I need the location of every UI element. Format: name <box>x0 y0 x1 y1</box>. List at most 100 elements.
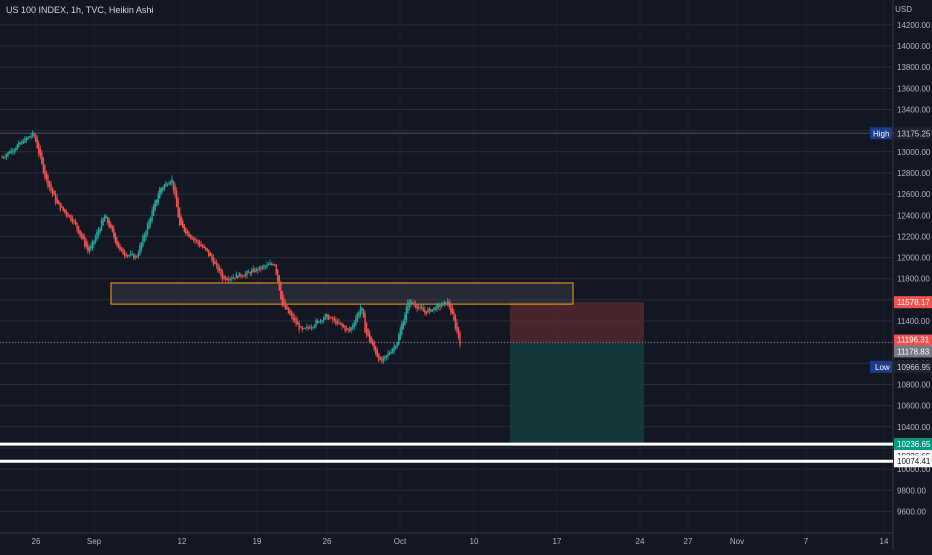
stop-price-tag: 11578.17 <box>897 298 930 307</box>
low-label-bg <box>870 360 892 373</box>
candle-body <box>15 148 17 151</box>
candle-body <box>434 308 437 311</box>
candle-body <box>87 244 89 251</box>
candle-body <box>80 232 83 239</box>
candle-body <box>128 255 130 257</box>
candle-body <box>182 220 184 228</box>
candle-body <box>108 220 110 228</box>
candle-body <box>19 142 22 145</box>
candle-body <box>353 322 356 327</box>
candle-body <box>123 251 126 256</box>
candle-body <box>267 264 270 266</box>
candle-body <box>417 307 420 309</box>
candle-body <box>391 348 394 353</box>
candle-body <box>110 223 112 228</box>
candle-body <box>1 157 3 159</box>
candle-body <box>31 131 34 137</box>
candle-body <box>362 309 365 318</box>
x-tick-label: 7 <box>804 537 809 546</box>
candle-body <box>241 275 244 277</box>
y-tick-label: 10400.00 <box>897 423 931 432</box>
candle-body <box>139 245 141 256</box>
candle-body <box>281 290 284 306</box>
candle-body <box>41 152 43 164</box>
candle-body <box>133 254 135 259</box>
candle-body <box>419 306 421 308</box>
candle-body <box>313 325 316 328</box>
candle-body <box>442 302 444 306</box>
candle-body <box>125 253 127 257</box>
candle-body <box>258 266 261 271</box>
candle-body <box>266 264 268 267</box>
candle-body <box>416 305 418 310</box>
candle-body <box>240 274 242 277</box>
candle-body <box>275 265 277 275</box>
candle-body <box>221 272 224 280</box>
target-tag-2-bg <box>894 455 932 468</box>
candle-body <box>172 180 175 191</box>
candle-body <box>243 275 245 277</box>
candle-body <box>114 232 117 243</box>
candle-body <box>97 229 100 236</box>
candle-body <box>260 268 262 270</box>
candle-body <box>356 313 359 322</box>
target-tag-1-bg <box>894 438 932 451</box>
candle-body <box>229 278 231 280</box>
candle-body <box>339 322 342 325</box>
candle-body <box>145 231 147 238</box>
candle-body <box>347 328 349 330</box>
candle-body <box>280 282 282 300</box>
y-tick-label: 14000.00 <box>897 42 931 51</box>
candle-body <box>36 138 38 149</box>
high-price-tag-bg <box>894 127 932 140</box>
y-tick-label: 13400.00 <box>897 105 931 114</box>
candle-body <box>148 219 150 230</box>
low-label: Low <box>875 363 890 372</box>
candle-body <box>42 157 45 173</box>
candle-body <box>137 253 140 257</box>
candle-body <box>257 269 259 271</box>
candle-body <box>208 249 210 256</box>
candle-body <box>232 276 234 279</box>
candle-body <box>192 237 195 240</box>
candle-body <box>307 327 310 329</box>
x-tick-label: Oct <box>394 537 407 546</box>
prev-close-tag: 11178.83 <box>897 347 930 356</box>
take-profit-zone <box>510 342 644 445</box>
candle-body <box>447 300 449 304</box>
y-tick-label: 13000.00 <box>897 148 931 157</box>
candle-body <box>174 185 176 196</box>
candle-body <box>178 208 181 226</box>
candle-body <box>341 323 343 327</box>
candle-body <box>342 324 345 328</box>
candle-body <box>224 277 227 281</box>
candle-body <box>355 317 357 325</box>
candle-body <box>10 149 12 154</box>
x-tick-label: 27 <box>684 537 693 546</box>
candle-body <box>30 135 32 138</box>
candle-body <box>77 225 80 234</box>
candle-body <box>286 305 288 310</box>
candle-body <box>84 237 86 246</box>
candle-body <box>28 136 31 138</box>
candle-body <box>94 236 97 243</box>
symbol-title[interactable]: US 100 INDEX, 1h, TVC, Heikin Ashi <box>6 5 154 15</box>
candle-body <box>335 319 337 325</box>
candle-body <box>365 323 368 335</box>
candle-body <box>168 183 170 185</box>
candle-body <box>319 319 322 322</box>
candle-body <box>316 319 319 324</box>
candle-body <box>171 178 173 183</box>
candle-body <box>264 265 267 267</box>
candle-body <box>269 263 271 265</box>
candle-body <box>177 198 179 218</box>
candle-body <box>76 222 78 230</box>
candle-body <box>5 154 8 158</box>
candle-body <box>439 305 441 307</box>
candle-body <box>201 245 204 248</box>
x-tick-label: Sep <box>87 537 102 546</box>
candle-body <box>425 311 428 315</box>
candle-body <box>310 327 313 329</box>
